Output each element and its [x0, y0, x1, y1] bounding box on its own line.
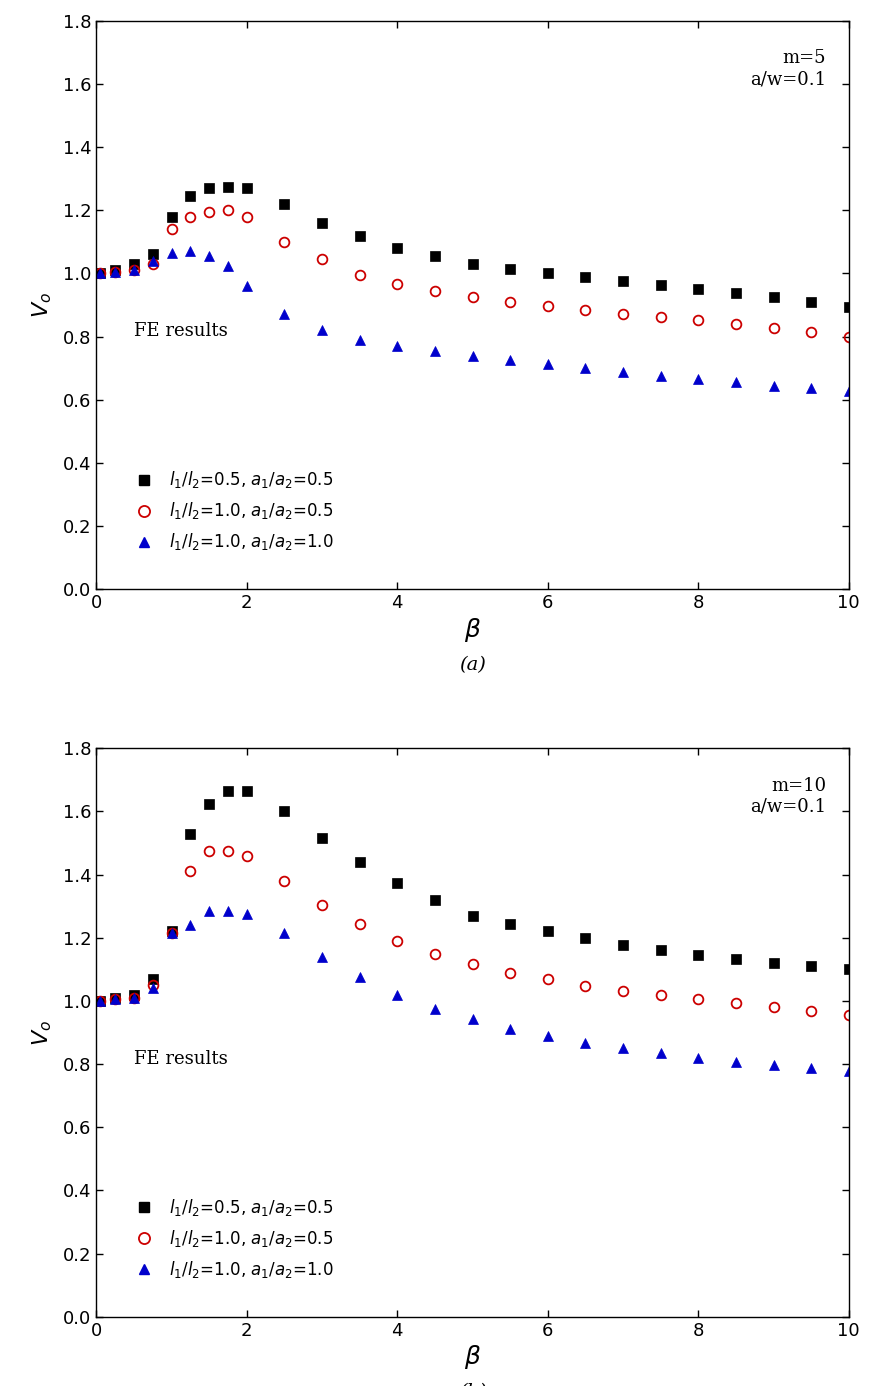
Text: (a): (a) — [459, 656, 486, 674]
Text: m=5
a/w=0.1: m=5 a/w=0.1 — [750, 50, 826, 87]
Text: m=10
a/w=0.1: m=10 a/w=0.1 — [750, 776, 826, 815]
Text: FE results: FE results — [134, 322, 228, 340]
Y-axis label: $V_o$: $V_o$ — [31, 1020, 54, 1045]
Legend: $l_1/l_2$=0.5, $a_1/a_2$=0.5, $l_1/l_2$=1.0, $a_1/a_2$=0.5, $l_1/l_2$=1.0, $a_1/: $l_1/l_2$=0.5, $a_1/a_2$=0.5, $l_1/l_2$=… — [127, 470, 333, 553]
X-axis label: β: β — [465, 618, 480, 642]
Y-axis label: $V_o$: $V_o$ — [31, 292, 54, 317]
Text: (b): (b) — [458, 1383, 486, 1386]
Legend: $l_1/l_2$=0.5, $a_1/a_2$=0.5, $l_1/l_2$=1.0, $a_1/a_2$=0.5, $l_1/l_2$=1.0, $a_1/: $l_1/l_2$=0.5, $a_1/a_2$=0.5, $l_1/l_2$=… — [127, 1198, 333, 1279]
Text: FE results: FE results — [134, 1049, 228, 1067]
X-axis label: β: β — [465, 1346, 480, 1369]
